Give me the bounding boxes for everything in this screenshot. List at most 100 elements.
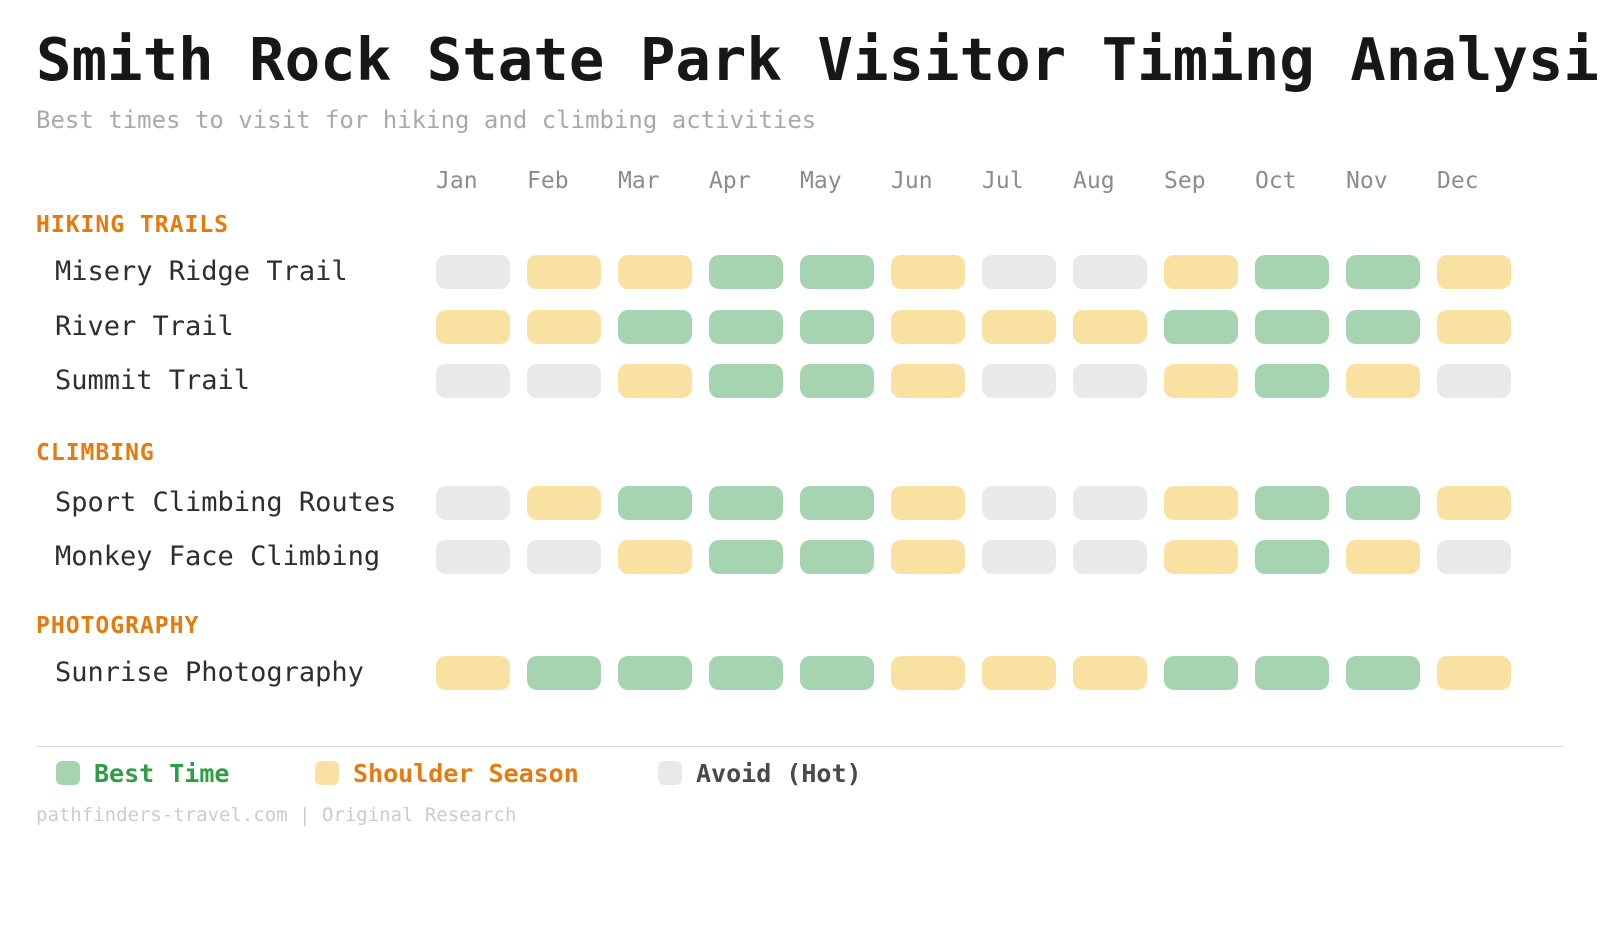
timing-cell [1073, 255, 1147, 289]
timing-cell [709, 540, 783, 574]
timing-cell [1346, 486, 1420, 520]
timing-cell [891, 364, 965, 398]
legend-item: Best Time [56, 758, 230, 788]
timing-cell [982, 255, 1056, 289]
timing-cell [1073, 364, 1147, 398]
timing-cell [1164, 540, 1238, 574]
timing-cell [618, 656, 692, 690]
timing-cell [618, 486, 692, 520]
legend-swatch-shoulder [315, 761, 339, 785]
timing-cell [982, 364, 1056, 398]
month-label: Apr [709, 168, 751, 194]
timing-cell [1164, 310, 1238, 344]
timing-cell [436, 656, 510, 690]
timing-cell [1346, 255, 1420, 289]
timing-cell [1164, 656, 1238, 690]
timing-cell [618, 540, 692, 574]
timing-cell [436, 364, 510, 398]
month-label: May [800, 168, 842, 194]
timing-cell [1255, 364, 1329, 398]
timing-cell [1073, 310, 1147, 344]
timing-cell [527, 486, 601, 520]
month-label: Feb [527, 168, 569, 194]
timing-cell [1346, 656, 1420, 690]
timing-cell [1346, 540, 1420, 574]
timing-cell [1346, 364, 1420, 398]
timing-cell [1073, 486, 1147, 520]
footer-attribution: pathfinders-travel.com | Original Resear… [36, 804, 517, 826]
timing-cell [800, 656, 874, 690]
timing-cell [1073, 656, 1147, 690]
legend-label: Shoulder Season [353, 758, 579, 788]
timing-cell [1437, 364, 1511, 398]
timing-cell [618, 255, 692, 289]
timing-cell [436, 540, 510, 574]
timing-cell [1255, 486, 1329, 520]
divider [36, 746, 1564, 747]
timing-cell [891, 540, 965, 574]
legend-label: Avoid (Hot) [696, 758, 862, 788]
timing-cell [436, 255, 510, 289]
timing-cell [1437, 255, 1511, 289]
timing-cell [709, 656, 783, 690]
section-header: PHOTOGRAPHY [36, 613, 200, 639]
timing-cell [1346, 310, 1420, 344]
timing-cell [982, 310, 1056, 344]
month-label: Dec [1437, 168, 1479, 194]
row-label: River Trail [55, 311, 234, 342]
legend-item: Shoulder Season [315, 758, 579, 788]
timing-cell [709, 364, 783, 398]
timing-cell [527, 310, 601, 344]
timing-cell [1164, 486, 1238, 520]
timing-cell [800, 364, 874, 398]
timing-cell [436, 310, 510, 344]
timing-cell [436, 486, 510, 520]
legend-swatch-best [56, 761, 80, 785]
timing-cell [982, 540, 1056, 574]
timing-cell [982, 656, 1056, 690]
legend-swatch-avoid [658, 761, 682, 785]
timing-cell [709, 310, 783, 344]
timing-cell [1255, 310, 1329, 344]
timing-cell [1164, 364, 1238, 398]
timing-cell [891, 310, 965, 344]
timing-cell [891, 656, 965, 690]
row-label: Sunrise Photography [55, 657, 364, 688]
timing-cell [800, 540, 874, 574]
month-label: Jan [436, 168, 478, 194]
timing-cell [1255, 255, 1329, 289]
timing-cell [527, 364, 601, 398]
section-header: HIKING TRAILS [36, 212, 230, 238]
timing-cell [709, 255, 783, 289]
legend-item: Avoid (Hot) [658, 758, 862, 788]
timing-cell [618, 364, 692, 398]
timing-cell [891, 255, 965, 289]
timing-cell [527, 255, 601, 289]
month-label: Jul [982, 168, 1024, 194]
timing-cell [1437, 310, 1511, 344]
timing-cell [800, 486, 874, 520]
timing-cell [618, 310, 692, 344]
timing-cell [1437, 540, 1511, 574]
timing-cell [800, 255, 874, 289]
timing-cell [1164, 255, 1238, 289]
row-label: Sport Climbing Routes [55, 487, 397, 518]
row-label: Summit Trail [55, 365, 251, 396]
timing-cell [800, 310, 874, 344]
month-label: Nov [1346, 168, 1388, 194]
legend-label: Best Time [94, 758, 230, 788]
timing-cell [982, 486, 1056, 520]
month-label: Oct [1255, 168, 1297, 194]
timing-cell [1073, 540, 1147, 574]
month-label: Jun [891, 168, 933, 194]
row-label: Misery Ridge Trail [55, 256, 348, 287]
page-subtitle: Best times to visit for hiking and climb… [36, 106, 817, 134]
timing-cell [1437, 656, 1511, 690]
timing-cell [1255, 540, 1329, 574]
page-title: Smith Rock State Park Visitor Timing Ana… [36, 25, 1600, 94]
timing-cell [891, 486, 965, 520]
timing-cell [1437, 486, 1511, 520]
timing-cell [527, 656, 601, 690]
section-header: CLIMBING [36, 440, 155, 466]
month-label: Mar [618, 168, 660, 194]
